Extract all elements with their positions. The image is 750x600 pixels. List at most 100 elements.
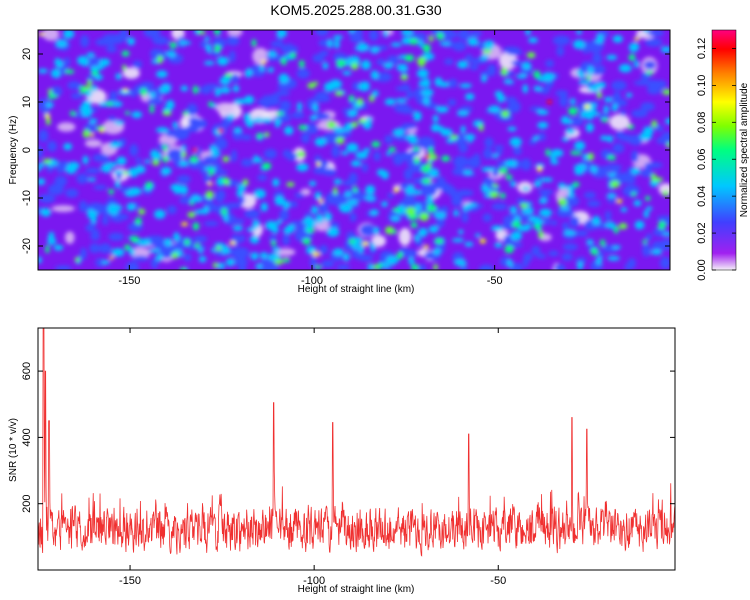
heatmap-cell <box>282 149 292 158</box>
heatmap-cell <box>342 180 354 186</box>
heatmap-cell <box>557 198 568 207</box>
heatmap-cell <box>357 42 369 52</box>
heatmap-cell <box>439 41 451 46</box>
heatmap-cell <box>38 129 49 143</box>
heatmap-cell <box>537 76 549 82</box>
heatmap-cell <box>216 56 229 66</box>
heatmap-cell <box>480 75 488 83</box>
heatmap-cell <box>91 70 99 76</box>
heatmap-cell <box>504 159 517 168</box>
heatmap-cell <box>586 239 594 245</box>
heatmap-cell <box>202 155 219 165</box>
heatmap-cell <box>115 73 122 80</box>
heatmap-cell <box>114 213 129 221</box>
heatmap-cell <box>634 60 640 68</box>
heatmap-cell <box>173 232 180 242</box>
heatmap-cell <box>244 209 260 219</box>
heatmap-cell <box>444 58 454 65</box>
heatmap-cell <box>47 237 57 245</box>
x-tick-label: -100 <box>303 575 325 587</box>
y-tick-label: 200 <box>21 495 33 513</box>
heatmap-cell <box>498 51 518 70</box>
heatmap-cell <box>393 103 411 113</box>
heatmap-cell <box>359 223 377 237</box>
heatmap-cell <box>63 142 73 151</box>
heatmap-cell <box>591 215 601 226</box>
heatmap-cell <box>643 30 650 33</box>
heatmap-cell <box>187 211 196 218</box>
heatmap-cell <box>376 58 386 66</box>
heatmap-cell <box>260 60 267 65</box>
heatmap-cell <box>192 85 199 94</box>
heatmap-cell <box>573 164 587 171</box>
heatmap-cell <box>298 60 305 68</box>
heatmap-cell <box>440 205 449 214</box>
heatmap-cell <box>369 95 375 103</box>
heatmap-cell <box>109 90 118 100</box>
heatmap-cell <box>44 113 50 119</box>
heatmap-cell <box>150 257 159 269</box>
y-tick-label: 600 <box>21 362 33 380</box>
heatmap-cell <box>252 155 260 164</box>
heatmap-cell <box>660 46 670 53</box>
heatmap-cell <box>114 120 125 126</box>
heatmap-cell <box>528 139 537 145</box>
colorbar-tick-label: 0.08 <box>696 112 708 133</box>
heatmap-cell <box>460 125 466 134</box>
heatmap-cell <box>500 67 508 76</box>
heatmap-cell <box>80 247 87 260</box>
heatmap-cell <box>430 123 441 133</box>
heatmap-cell <box>64 231 75 244</box>
heatmap-cell <box>231 247 250 260</box>
heatmap-cell <box>585 122 594 133</box>
heatmap-cell <box>482 49 492 54</box>
heatmap-cell <box>172 121 179 129</box>
heatmap-cell <box>283 227 294 234</box>
heatmap-cell <box>528 37 538 44</box>
heatmap-cell <box>198 256 207 263</box>
heatmap-cell <box>374 72 392 82</box>
heatmap-cell <box>344 122 354 132</box>
heatmap-cell <box>225 258 235 266</box>
heatmap-cell <box>159 84 171 94</box>
heatmap-cell <box>464 134 476 140</box>
heatmap-cell <box>181 151 187 158</box>
heatmap-cell <box>260 202 268 212</box>
heatmap-cell <box>204 36 210 42</box>
heatmap-cell <box>51 205 75 212</box>
heatmap-cell <box>313 81 319 86</box>
heatmap-cell <box>256 132 263 140</box>
heatmap-cell <box>611 80 627 91</box>
heatmap-cell <box>179 126 190 139</box>
heatmap-cell <box>656 215 670 221</box>
y-tick-label: 10 <box>21 96 33 108</box>
heatmap-cell <box>272 178 280 187</box>
heatmap-cell <box>289 52 297 58</box>
heatmap-cell <box>253 189 266 199</box>
heatmap-cell <box>458 229 464 235</box>
heatmap-cell <box>321 259 335 268</box>
heatmap-cell <box>266 94 280 107</box>
heatmap-cell <box>138 208 146 215</box>
heatmap-cell <box>484 40 495 50</box>
heatmap-cell <box>134 217 142 225</box>
heatmap-cell <box>533 224 542 230</box>
heatmap-cell <box>47 88 53 94</box>
heatmap-cell <box>289 220 305 226</box>
heatmap-cell <box>423 245 429 249</box>
heatmap-cell <box>55 59 64 68</box>
heatmap-cell <box>428 225 439 233</box>
heatmap-cell <box>318 198 324 204</box>
heatmap-cell <box>574 141 586 151</box>
heatmap-cell <box>662 190 669 197</box>
heatmap-cell <box>576 261 584 270</box>
x-tick-label: -150 <box>119 575 141 587</box>
heatmap-cell <box>435 105 449 113</box>
heatmap-cell <box>627 124 635 130</box>
heatmap-cell <box>379 262 390 268</box>
heatmap-cell <box>184 238 190 246</box>
heatmap-cell <box>166 205 177 215</box>
heatmap-cell <box>346 199 359 205</box>
heatmap-cell <box>241 134 252 141</box>
heatmap-cell <box>428 169 440 178</box>
